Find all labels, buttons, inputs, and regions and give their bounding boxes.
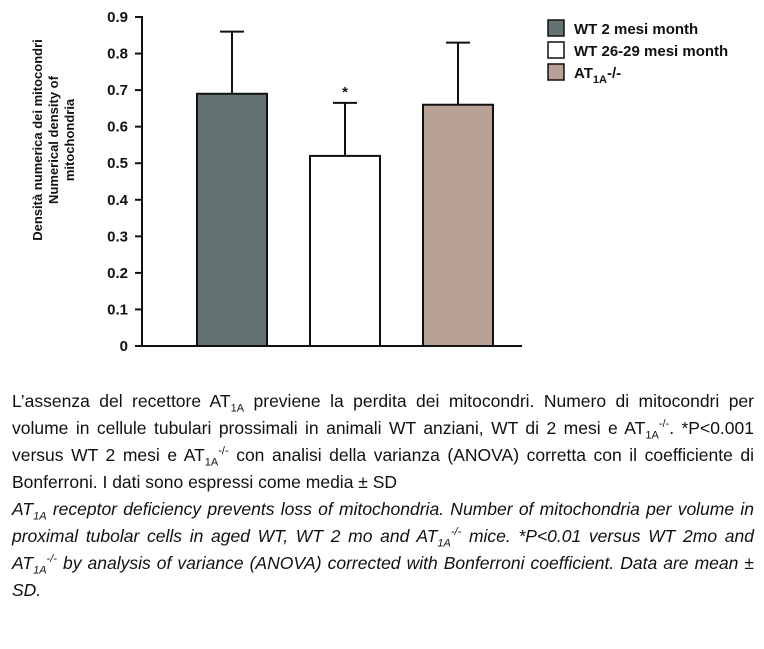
legend-label-tail: -/- — [607, 65, 621, 82]
y-tick-label: 0.8 — [107, 46, 128, 63]
legend-swatch — [547, 19, 565, 37]
bar — [422, 103, 494, 347]
y-tick-label: 0.2 — [107, 265, 128, 282]
y-tick-label: 0.1 — [107, 301, 128, 318]
y-axis-label-line-3: mitochondria — [62, 98, 77, 181]
caption-it-sub-1: 1A — [230, 402, 245, 415]
caption-en-sub-2: 1A — [437, 537, 451, 550]
significance-marker: * — [342, 84, 348, 101]
legend-label: AT1A-/- — [574, 65, 621, 86]
caption-en-text-3: mice. *P<0.01 versus WT 2mo and AT — [12, 526, 754, 573]
bars: * — [141, 30, 522, 348]
caption-it-text-4: con analisi della varianza (ANOVA) corre… — [12, 445, 755, 492]
legend: WT 2 mesi month WT 26-29 mesi month AT1A-/… — [547, 19, 728, 86]
y-tick-label: 0.9 — [107, 9, 128, 26]
y-tick-label: 0.6 — [107, 119, 128, 136]
legend-label-subscript: 1A — [593, 74, 607, 86]
legend-label: WT 2 mesi month — [574, 21, 698, 38]
caption-en-sub-3: 1A — [33, 564, 47, 577]
bar-chart: Densità numerica dei mitocondri Numerica… — [30, 9, 728, 355]
caption-en-sup-3: -/- — [46, 553, 57, 566]
y-axis-label: Densità numerica dei mitocondri Numerica… — [30, 39, 77, 241]
caption-it-sub-2: 1A — [645, 429, 659, 442]
caption-it-sup-2: -/- — [658, 418, 670, 431]
legend-label: WT 26-29 mesi month — [574, 43, 728, 60]
caption-italian: L’assenza del recettore AT1A previene la… — [12, 388, 754, 496]
caption-en-text-1: AT — [12, 499, 34, 519]
caption-it-sub-3: 1A — [204, 456, 219, 469]
y-tick-label: 0.4 — [107, 192, 129, 209]
caption-en-text-2: receptor deficiency prevents loss of mit… — [12, 499, 754, 546]
caption-it-text-3: . *P<0.001 versus WT 2 mesi e AT — [12, 418, 754, 465]
legend-swatch — [547, 41, 565, 59]
caption-it-text-2: previene la perdita dei mitocondri. Nume… — [12, 391, 754, 438]
y-axis-label-line-1: Densità numerica dei mitocondri — [30, 39, 45, 241]
caption-en-text-4: by analysis of variance (ANOVA) correcte… — [12, 553, 754, 600]
caption-it-text-1: L’assenza del recettore AT — [12, 391, 231, 411]
caption-it-sup-3: -/- — [218, 445, 229, 458]
y-axis: 0 0.1 0.2 0.3 0.4 0.5 0.6 0.7 0.8 0.9 — [107, 9, 143, 355]
y-tick-label: 0.5 — [107, 155, 128, 172]
legend-label-base: AT — [574, 65, 593, 82]
y-tick-label: 0 — [120, 338, 128, 355]
figure-caption: L’assenza del recettore AT1A previene la… — [12, 388, 754, 604]
bar — [309, 154, 381, 347]
caption-english: AT1A receptor deficiency prevents loss o… — [12, 496, 754, 604]
y-tick-label: 0.7 — [107, 82, 128, 99]
bar — [196, 92, 268, 348]
y-tick-label: 0.3 — [107, 228, 128, 245]
caption-en-sub-1: 1A — [33, 510, 47, 523]
caption-en-sup-2: -/- — [450, 526, 462, 539]
legend-swatch — [547, 63, 565, 81]
y-axis-label-line-2: Numerical density of — [46, 75, 61, 204]
